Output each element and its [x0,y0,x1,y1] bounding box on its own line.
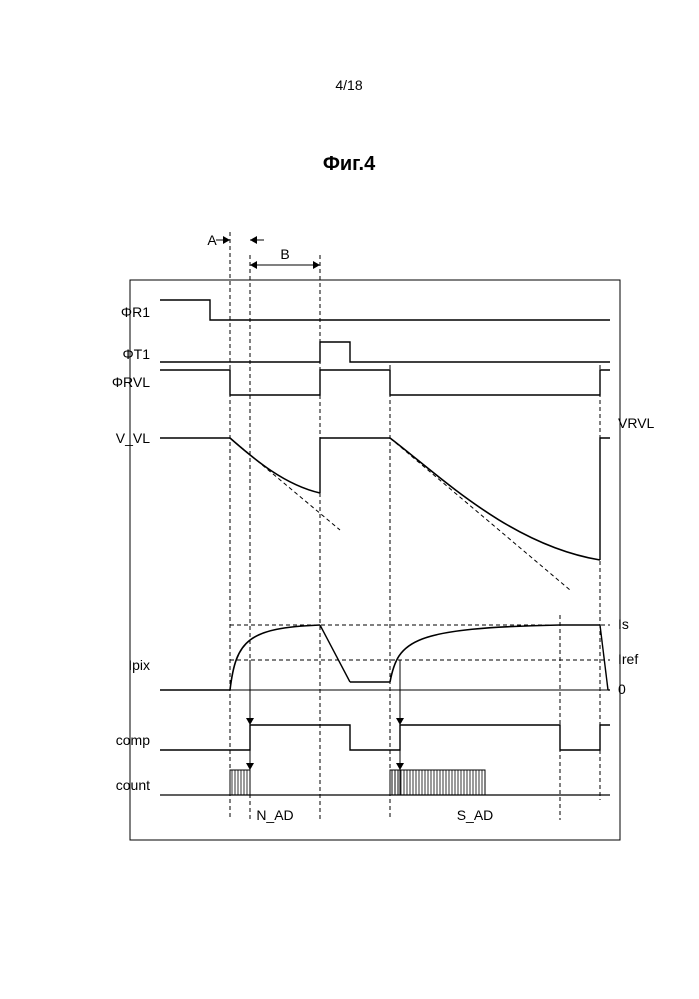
comp-label: comp [116,732,150,748]
phi-t1-label: ΦT1 [122,346,150,362]
count-bar-nad [230,770,250,795]
count-label: count [116,777,150,793]
page-number: 4/18 [335,77,362,93]
phi-rvl-label: ΦRVL [112,374,150,390]
phi-r1-label: ΦR1 [121,304,150,320]
zero-label: 0 [618,681,626,697]
phi-rvl-trace [160,370,610,395]
figure-title: Фиг.4 [323,153,376,175]
nad-label: N_AD [256,807,293,823]
phi-t1-trace [160,342,610,362]
timing-diagram: 4/18 Фиг.4 A B ΦR1 ΦT1 ΦRVL V_VL VRVL Ipix Is Ire… [0,0,699,999]
interval-b-label: B [280,246,289,262]
count-bar-sad-wide [390,770,485,795]
v-vl-label: V_VL [116,430,150,446]
vrvl-label: VRVL [618,415,655,431]
phi-r1-trace [160,300,610,320]
ipix-label: Ipix [128,657,150,673]
sad-label: S_AD [457,807,494,823]
comp-trace [160,725,610,750]
is-label: Is [618,616,629,632]
iref-label: Iref [618,651,638,667]
interval-a-label: A [207,232,217,248]
